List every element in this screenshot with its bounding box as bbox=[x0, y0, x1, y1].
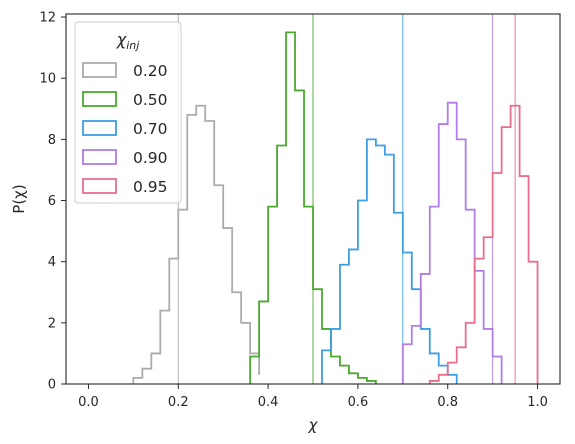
legend: χinj 0.20 0.50 0.70 0.90 0.95 bbox=[74, 21, 182, 204]
legend-box bbox=[74, 21, 182, 204]
histogram-series-0.90 bbox=[401, 101, 503, 384]
x-tick-label: 0.2 bbox=[168, 395, 189, 410]
y-tick-label: 8 bbox=[48, 133, 56, 148]
legend-swatch-0.70 bbox=[82, 120, 117, 136]
legend-swatch-0.95 bbox=[82, 178, 117, 194]
plot-frame bbox=[65, 13, 561, 385]
x-tick-label: 0.6 bbox=[348, 395, 369, 410]
y-axis-label: P(χ) bbox=[10, 184, 28, 213]
histogram-series-0.50 bbox=[249, 31, 377, 384]
histogram-series-0.20 bbox=[132, 104, 261, 384]
y-tick-label: 6 bbox=[48, 194, 56, 209]
legend-label-0.95: 0.95 bbox=[133, 178, 168, 196]
x-tick-label: 0.4 bbox=[258, 395, 279, 410]
y-tick-label: 12 bbox=[39, 11, 56, 26]
x-tick-label: 0.0 bbox=[78, 395, 99, 410]
y-tick-label: 10 bbox=[39, 72, 56, 87]
x-tick-label: 1.0 bbox=[527, 395, 548, 410]
legend-swatch-0.20 bbox=[82, 62, 117, 78]
y-tick-label: 4 bbox=[48, 255, 56, 270]
legend-label-0.20: 0.20 bbox=[133, 62, 168, 80]
legend-label-0.70: 0.70 bbox=[133, 120, 168, 138]
histogram-series-0.95 bbox=[428, 104, 539, 384]
y-tick-label: 0 bbox=[48, 378, 56, 393]
legend-swatch-0.50 bbox=[82, 91, 117, 107]
x-axis-label: χ bbox=[308, 416, 319, 434]
axes: 0.0 0.2 0.4 0.6 0.8 1.0 0 2 4 6 8 10 12 χ P(χ) bbox=[10, 11, 561, 434]
legend-label-0.90: 0.90 bbox=[133, 149, 168, 167]
legend-label-0.50: 0.50 bbox=[133, 91, 168, 109]
legend-title: χinj bbox=[116, 30, 140, 52]
plot-area bbox=[132, 14, 539, 384]
legend-swatch-0.90 bbox=[82, 149, 117, 165]
histogram-series-0.70 bbox=[321, 138, 458, 384]
y-tick-label: 2 bbox=[48, 316, 56, 331]
x-tick-label: 0.8 bbox=[437, 395, 458, 410]
